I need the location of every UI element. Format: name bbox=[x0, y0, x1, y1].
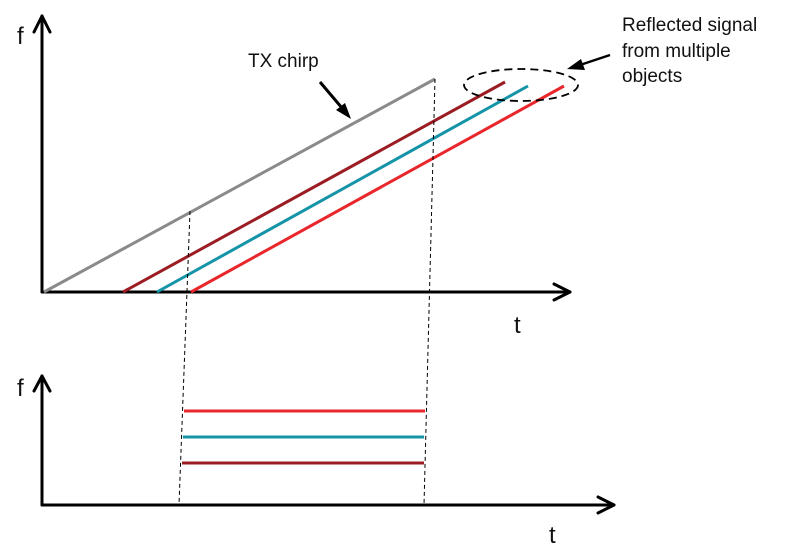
bottom-y-axis-label: f bbox=[17, 375, 24, 402]
right-guide-line bbox=[423, 78, 436, 506]
reflected-signal-arrow bbox=[567, 53, 611, 70]
top-plot-axes bbox=[32, 14, 572, 302]
left-guide-line bbox=[178, 210, 191, 506]
tx-chirp-arrowhead bbox=[336, 103, 351, 119]
reflection-teal-line bbox=[156, 84, 529, 294]
tx-chirp-line bbox=[43, 77, 436, 294]
bottom-y-axis-arrowhead bbox=[32, 374, 52, 393]
reflected-signal-label-line-3: objects bbox=[622, 66, 682, 87]
reflected-signal-label-line-1: Reflected signal bbox=[622, 15, 757, 36]
tx-chirp-label: TX chirp bbox=[248, 51, 319, 72]
top-x-axis-arrowhead bbox=[552, 282, 572, 302]
bottom-plot-axes bbox=[32, 374, 616, 515]
tx-chirp-arrow bbox=[318, 81, 351, 119]
bottom-x-axis-arrowhead bbox=[596, 495, 616, 515]
reflected-signal-label-line-2: from multiple bbox=[622, 41, 731, 62]
reflection-red-line bbox=[190, 84, 565, 294]
reflection-dark-red-line bbox=[122, 80, 506, 294]
top-y-axis-label: f bbox=[17, 23, 24, 50]
bottom-x-axis-label: t bbox=[549, 522, 556, 549]
reflected-signal-arrowhead bbox=[567, 59, 585, 70]
top-y-axis-arrowhead bbox=[32, 14, 52, 34]
guide-lines bbox=[178, 78, 436, 506]
reflection-group-ellipse bbox=[463, 68, 579, 102]
top-x-axis-label: t bbox=[514, 312, 521, 339]
